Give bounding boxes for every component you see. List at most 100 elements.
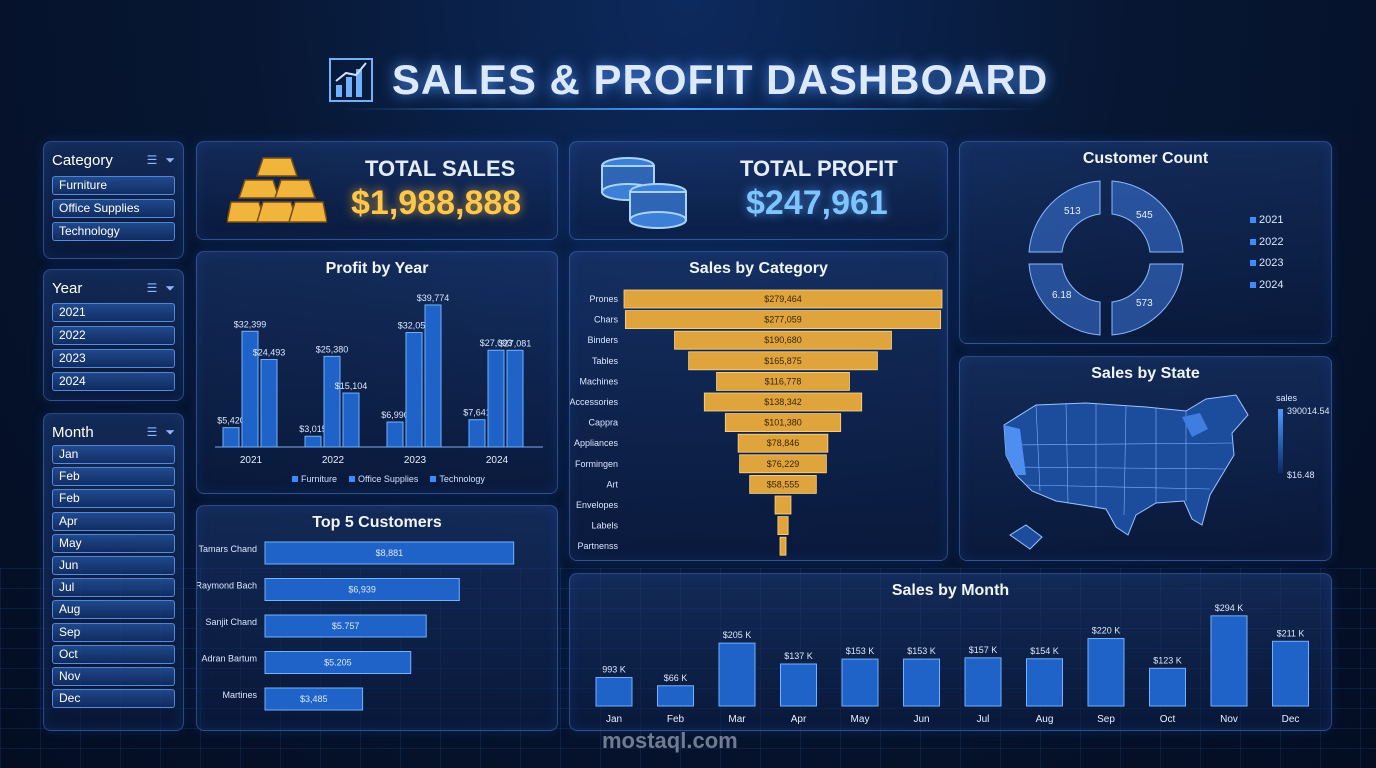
- bar[interactable]: [1210, 615, 1248, 707]
- y-tick-label: Appliances: [574, 438, 619, 448]
- bar-data-label: $8,881: [376, 548, 404, 558]
- bar[interactable]: [506, 349, 524, 448]
- bar[interactable]: [595, 676, 633, 707]
- x-tick-label: Aug: [1036, 714, 1054, 725]
- bar-data-label: $157 K: [969, 645, 998, 655]
- slicer-item-month[interactable]: Sep: [52, 622, 175, 642]
- slicer-item-month[interactable]: Dec: [52, 689, 175, 709]
- funnel-bar[interactable]: [703, 392, 863, 412]
- bar[interactable]: [468, 419, 486, 448]
- slicer-item-month[interactable]: Feb: [52, 467, 175, 487]
- bar[interactable]: [964, 657, 1002, 707]
- bar[interactable]: [386, 421, 404, 448]
- bar[interactable]: [323, 355, 341, 448]
- legend-item: 2023: [1250, 253, 1283, 275]
- slicer-item-month[interactable]: Oct: [52, 644, 175, 664]
- category-slicer: Category ☰ ⏷ Furniture Office Supplies Te…: [43, 141, 184, 259]
- y-tick-label: Machines: [579, 376, 618, 386]
- slicer-item-2022[interactable]: 2022: [52, 326, 175, 345]
- slicer-item-month[interactable]: Apr: [52, 511, 175, 531]
- multi-select-icon[interactable]: ☰: [146, 280, 158, 295]
- slicer-item-2024[interactable]: 2024: [52, 372, 175, 391]
- filter-icon[interactable]: ⏷: [165, 280, 175, 295]
- customer-count-donut: 513 545 573 6.18: [1028, 180, 1184, 336]
- slicer-item-month[interactable]: Aug: [52, 600, 175, 620]
- bar[interactable]: [1087, 638, 1125, 707]
- multi-select-icon[interactable]: ☰: [146, 152, 158, 167]
- funnel-bar[interactable]: [737, 433, 829, 453]
- x-tick-label: Apr: [791, 714, 807, 725]
- slicer-item-furniture[interactable]: Furniture: [52, 176, 175, 195]
- bar-data-label: $24,493: [253, 348, 286, 358]
- slicer-item-2023[interactable]: 2023: [52, 349, 175, 368]
- slicer-item-technology[interactable]: Technology: [52, 222, 175, 241]
- sales-by-month-panel: Sales by Month 993 K Jan $66 K Feb $205 K Mar…: [569, 573, 1332, 731]
- bar-data-label: $211 K: [1277, 628, 1305, 638]
- bar-data-label: $6,990: [381, 410, 409, 420]
- funnel-bar[interactable]: [774, 495, 792, 515]
- filter-icon[interactable]: ⏷: [165, 424, 175, 439]
- slicer-item-month[interactable]: Jul: [52, 578, 175, 598]
- bar-data-label: $58,555: [767, 479, 800, 489]
- funnel-bar[interactable]: [623, 289, 943, 309]
- multi-select-icon[interactable]: ☰: [146, 424, 158, 439]
- bar[interactable]: [264, 651, 412, 674]
- slicer-item-month[interactable]: Feb: [52, 489, 175, 509]
- bar-data-label: $279,464: [764, 294, 802, 304]
- bar[interactable]: [1026, 658, 1063, 707]
- x-tick-label: Jan: [606, 714, 622, 725]
- bar[interactable]: [718, 642, 756, 707]
- bar[interactable]: [304, 435, 322, 448]
- filter-icon[interactable]: ⏷: [165, 152, 175, 167]
- bar[interactable]: [405, 332, 423, 448]
- bar-data-label: $7,641: [463, 408, 491, 418]
- slicer-item-2021[interactable]: 2021: [52, 303, 175, 322]
- funnel-bar[interactable]: [779, 536, 787, 556]
- bar-data-label: $5.757: [332, 621, 360, 631]
- bar[interactable]: [424, 304, 442, 448]
- x-tick-label: Jun: [913, 714, 929, 725]
- bar-data-label: $277,059: [764, 315, 802, 325]
- customer-count-title: Customer Count: [1082, 150, 1209, 167]
- bar[interactable]: [903, 658, 940, 707]
- funnel-bar[interactable]: [777, 516, 789, 536]
- bar-data-label: $220 K: [1092, 626, 1121, 636]
- funnel-bar[interactable]: [739, 454, 827, 474]
- bar[interactable]: [222, 427, 240, 448]
- year-slicer: Year ☰ ⏷ 2021 2022 2023 2024: [43, 269, 184, 401]
- bar-data-label: $78,846: [767, 438, 800, 448]
- bar[interactable]: [841, 658, 879, 707]
- slicer-item-month[interactable]: Jan: [52, 445, 175, 464]
- slicer-item-month[interactable]: Nov: [52, 667, 175, 686]
- funnel-bar[interactable]: [688, 351, 878, 371]
- bar-data-label: $3,015: [299, 424, 327, 434]
- bar[interactable]: [1149, 667, 1186, 707]
- slicer-item-month[interactable]: Jun: [52, 556, 175, 575]
- bar[interactable]: [657, 685, 694, 707]
- bar[interactable]: [241, 330, 259, 448]
- bar[interactable]: [260, 359, 278, 448]
- bar[interactable]: [487, 349, 505, 448]
- bar[interactable]: [780, 663, 817, 707]
- bar[interactable]: [1272, 640, 1309, 707]
- header-underline: [340, 108, 1040, 110]
- bar[interactable]: [264, 541, 515, 565]
- slicer-item-office-supplies[interactable]: Office Supplies: [52, 199, 175, 218]
- funnel-bar[interactable]: [716, 372, 850, 391]
- bar-data-label: $154 K: [1030, 646, 1059, 656]
- funnel-bar[interactable]: [724, 413, 842, 433]
- funnel-bar[interactable]: [624, 310, 942, 329]
- profit-by-year-chart: $5,420 $32,399 $24,493 2021 $3,015 $25,380 $15…: [215, 293, 543, 466]
- total-sales-value: $1,988,888: [351, 184, 522, 222]
- bar-data-label: $101,380: [764, 418, 802, 428]
- funnel-bar[interactable]: [749, 474, 817, 494]
- bar[interactable]: [342, 392, 360, 448]
- funnel-bar[interactable]: [674, 330, 892, 350]
- bar[interactable]: [264, 578, 460, 601]
- bar[interactable]: [264, 687, 364, 711]
- bar-data-label: $66 K: [664, 673, 688, 683]
- donut-label-2024: 6.18: [1052, 290, 1072, 301]
- slicer-item-month[interactable]: May: [52, 533, 175, 553]
- x-tick-label: Sep: [1097, 714, 1115, 725]
- bar[interactable]: [264, 614, 427, 638]
